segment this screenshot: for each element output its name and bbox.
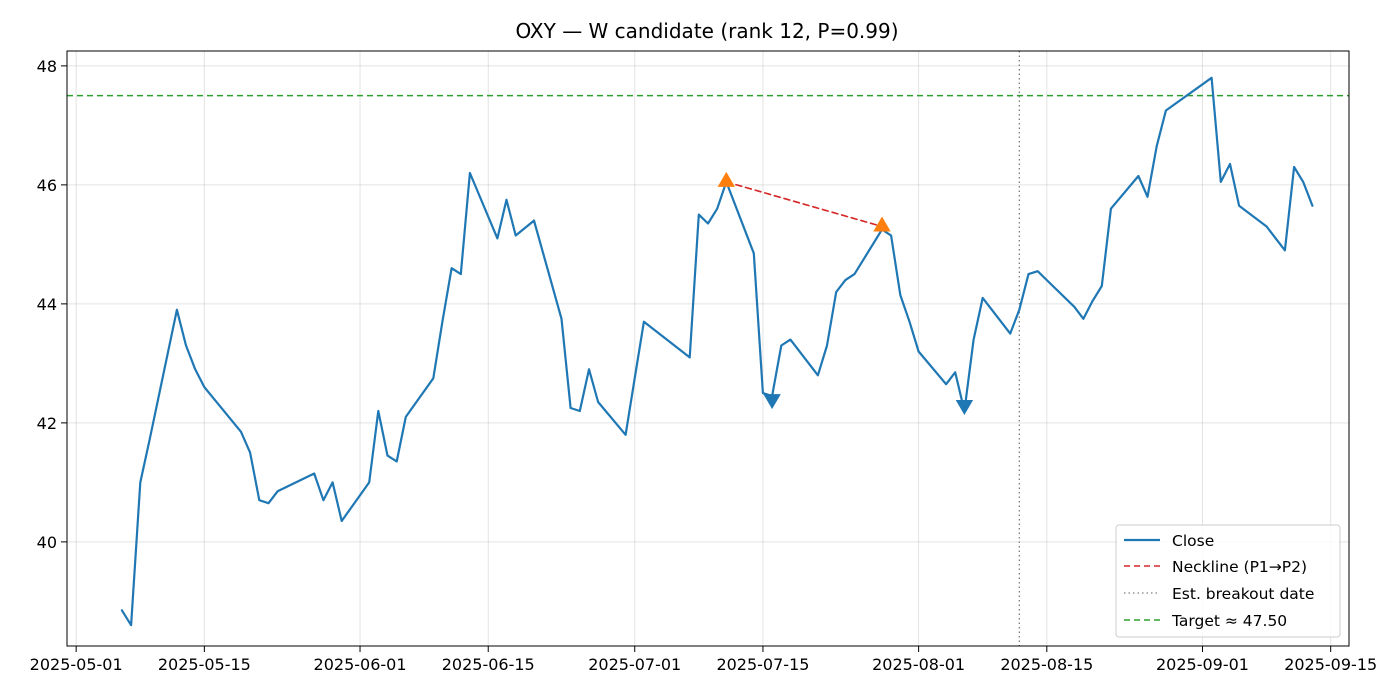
y-tick-label: 40 — [37, 533, 57, 552]
reference-lines — [67, 51, 1349, 646]
y-tick-label: 42 — [37, 414, 57, 433]
legend-label-breakout: Est. breakout date — [1172, 585, 1314, 603]
trough-marker — [955, 400, 974, 415]
peak-marker — [873, 216, 891, 232]
series — [120, 76, 1314, 627]
legend: Close Neckline (P1→P2) Est. breakout dat… — [1115, 524, 1341, 638]
peak-marker — [717, 171, 735, 187]
x-axis: 2025-05-01 2025-05-15 2025-06-01 2025-06-15… — [30, 646, 1377, 674]
legend-box — [1115, 524, 1341, 638]
close-price-series — [120, 76, 1314, 627]
pattern-markers — [717, 171, 974, 415]
x-tick-label: 2025-08-15 — [1000, 655, 1093, 674]
x-tick-label: 2025-06-01 — [314, 655, 407, 674]
y-tick-label: 44 — [37, 295, 57, 314]
y-tick-label: 48 — [37, 57, 57, 76]
chart-title: OXY — W candidate (rank 12, P=0.99) — [515, 19, 898, 43]
x-tick-label: 2025-07-15 — [716, 655, 809, 674]
x-tick-label: 2025-09-15 — [1284, 655, 1377, 674]
plot-frame — [66, 50, 1350, 647]
y-tick-label: 46 — [37, 176, 57, 195]
neckline-series — [725, 181, 883, 228]
x-tick-label: 2025-06-15 — [442, 655, 535, 674]
legend-label-close: Close — [1172, 532, 1214, 550]
legend-label-target: Target ≈ 47.50 — [1171, 612, 1287, 630]
y-axis: 40 42 44 46 48 — [37, 57, 67, 552]
x-tick-label: 2025-08-01 — [872, 655, 965, 674]
trough-marker — [763, 394, 781, 410]
x-tick-label: 2025-07-01 — [588, 655, 681, 674]
x-tick-label: 2025-05-01 — [30, 655, 123, 674]
x-tick-label: 2025-05-15 — [158, 655, 251, 674]
x-tick-label: 2025-09-01 — [1156, 655, 1249, 674]
legend-label-neckline: Neckline (P1→P2) — [1172, 558, 1307, 576]
